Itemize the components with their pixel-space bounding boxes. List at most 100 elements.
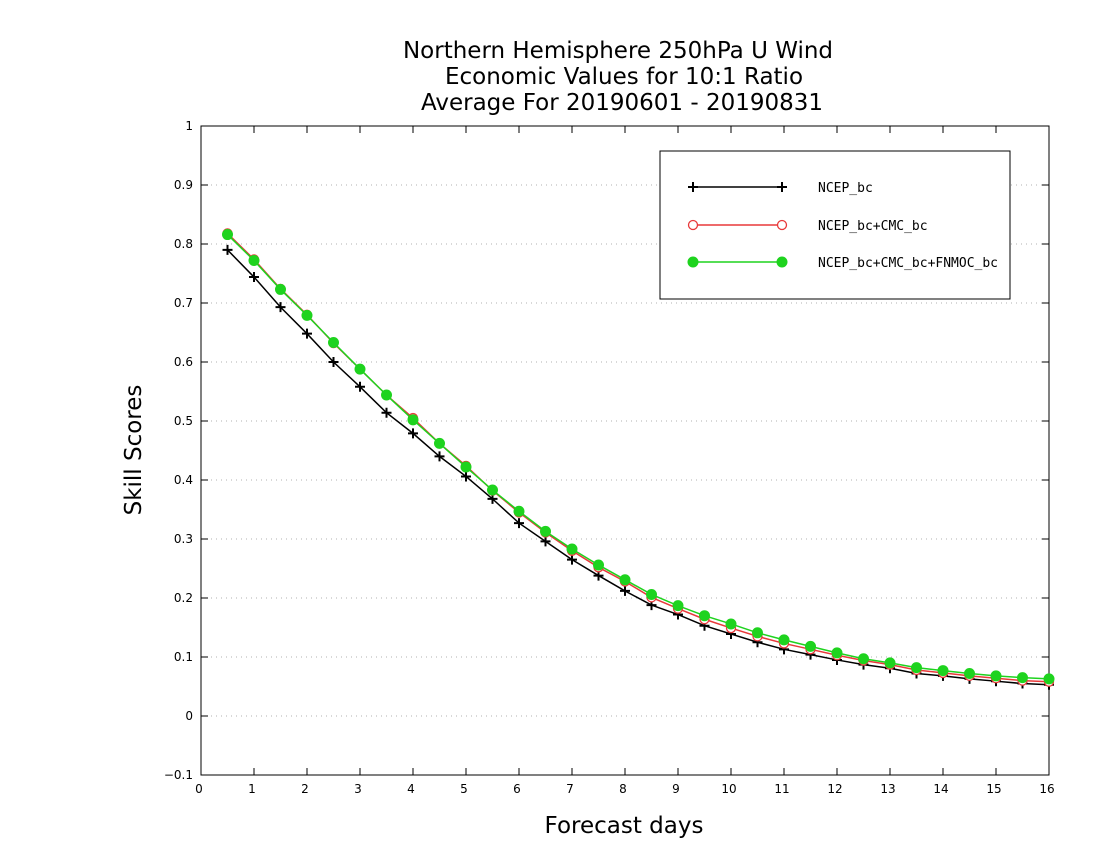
x-tick-label: 8 — [619, 782, 627, 796]
data-point-marker — [911, 662, 922, 674]
data-point-marker — [1017, 672, 1028, 684]
x-tick-label: 1 — [248, 782, 256, 796]
data-point-marker — [249, 272, 259, 283]
data-point-marker — [990, 670, 1002, 682]
data-point-marker — [1043, 673, 1055, 685]
x-tick-label: 3 — [354, 782, 362, 796]
data-point-marker — [831, 647, 843, 659]
legend-item-2: NCEP_bc+CMC_bc — [687, 219, 928, 234]
data-point-marker — [540, 525, 551, 537]
x-tick-label: 6 — [513, 782, 521, 796]
chart-title-line-2: Economic Values for 10:1 Ratio — [445, 64, 803, 90]
x-tick-label: 14 — [933, 782, 948, 796]
y-tick-label: 0 — [185, 709, 193, 723]
data-point-marker — [688, 182, 698, 192]
legend-label: NCEP_bc+CMC_bc — [818, 219, 928, 234]
data-point-marker — [687, 256, 699, 268]
y-axis-title: Skill Scores — [121, 385, 147, 516]
data-point-marker — [884, 657, 896, 669]
x-tick-label: 13 — [880, 782, 895, 796]
y-tick-label: 0.5 — [174, 414, 193, 428]
x-tick-label: 5 — [460, 782, 468, 796]
y-tick-label: 0.3 — [174, 532, 193, 546]
x-tick-label: 12 — [827, 782, 842, 796]
data-point-marker — [354, 363, 366, 375]
data-point-marker — [248, 255, 260, 267]
y-tick-label: −0.1 — [164, 768, 193, 782]
data-point-marker — [725, 618, 737, 630]
series-lines — [222, 228, 1055, 690]
data-point-marker — [222, 229, 233, 241]
y-tick-label: 0.9 — [174, 178, 193, 192]
data-point-marker — [328, 337, 339, 349]
chart-title-line-3: Average For 20190601 - 20190831 — [421, 90, 823, 116]
legend-item-1: NCEP_bc — [688, 181, 873, 196]
data-point-marker — [777, 182, 787, 192]
x-axis-ticks: 0 1 2 3 4 5 6 7 8 9 10 11 12 13 14 15 16 — [195, 126, 1055, 796]
data-point-marker — [567, 554, 577, 565]
data-point-marker — [302, 328, 312, 339]
series-line — [226, 234, 1050, 680]
x-tick-label: 4 — [407, 782, 415, 796]
data-point-marker — [699, 610, 710, 622]
data-point-marker — [275, 283, 286, 295]
series-line — [226, 232, 1050, 683]
data-point-marker — [778, 634, 790, 646]
x-axis-title: Forecast days — [545, 813, 704, 839]
data-point-marker — [434, 437, 445, 449]
data-point-marker — [620, 585, 630, 596]
data-point-marker — [513, 505, 525, 517]
x-tick-label: 9 — [672, 782, 680, 796]
data-point-marker — [355, 381, 365, 392]
y-tick-label: 0.4 — [174, 473, 193, 487]
data-point-marker — [540, 536, 551, 547]
data-point-marker — [222, 244, 233, 255]
data-point-marker — [301, 309, 313, 321]
chart-title-line-1: Northern Hemisphere 250hPa U Wind — [403, 38, 833, 64]
y-tick-label: 0.8 — [174, 237, 193, 251]
series-line — [226, 249, 1050, 686]
legend-label: NCEP_bc+CMC_bc+FNMOC_bc — [818, 256, 998, 271]
data-point-marker — [687, 219, 699, 231]
legend: NCEP_bc NCEP_bc+CMC_bc NCEP_bc+CMC_bc+FNMO… — [659, 150, 1011, 300]
data-point-marker — [776, 256, 788, 268]
data-point-marker — [858, 653, 869, 665]
data-point-marker — [461, 471, 471, 482]
data-point-marker — [514, 518, 524, 529]
chart-title: Northern Hemisphere 250hPa U Wind Econom… — [403, 38, 833, 116]
y-tick-label: 0.2 — [174, 591, 193, 605]
data-point-marker — [434, 451, 445, 462]
x-tick-label: 15 — [986, 782, 1001, 796]
data-point-marker — [776, 219, 788, 231]
data-point-marker — [805, 640, 816, 652]
data-point-marker — [619, 574, 631, 586]
data-point-marker — [381, 389, 392, 401]
legend-item-3: NCEP_bc+CMC_bc+FNMOC_bc — [687, 256, 998, 271]
series-1 — [222, 244, 1054, 690]
data-point-marker — [487, 484, 498, 496]
x-tick-label: 16 — [1039, 782, 1054, 796]
data-point-marker — [646, 588, 657, 600]
data-point-marker — [566, 543, 578, 555]
series-3 — [222, 229, 1055, 685]
data-point-marker — [937, 665, 949, 677]
data-point-marker — [964, 668, 975, 680]
data-point-marker — [407, 414, 419, 426]
y-tick-label: 0.6 — [174, 355, 193, 369]
data-point-marker — [275, 302, 286, 313]
x-tick-label: 10 — [721, 782, 736, 796]
legend-label: NCEP_bc — [818, 181, 873, 196]
x-tick-label: 0 — [195, 782, 203, 796]
y-axis-ticks: −0.1 0 0.1 0.2 0.3 0.4 0.5 0.6 0.7 0.8 0.9 1 — [164, 119, 1049, 782]
data-point-marker — [408, 428, 418, 439]
data-point-marker — [381, 407, 392, 418]
data-point-marker — [752, 627, 763, 639]
data-point-marker — [328, 357, 339, 367]
x-tick-label: 7 — [566, 782, 574, 796]
y-tick-label: 0.1 — [174, 650, 193, 664]
data-point-marker — [593, 559, 604, 571]
y-tick-label: 0.7 — [174, 296, 193, 310]
y-tick-label: 1 — [185, 119, 193, 133]
x-tick-label: 2 — [301, 782, 309, 796]
